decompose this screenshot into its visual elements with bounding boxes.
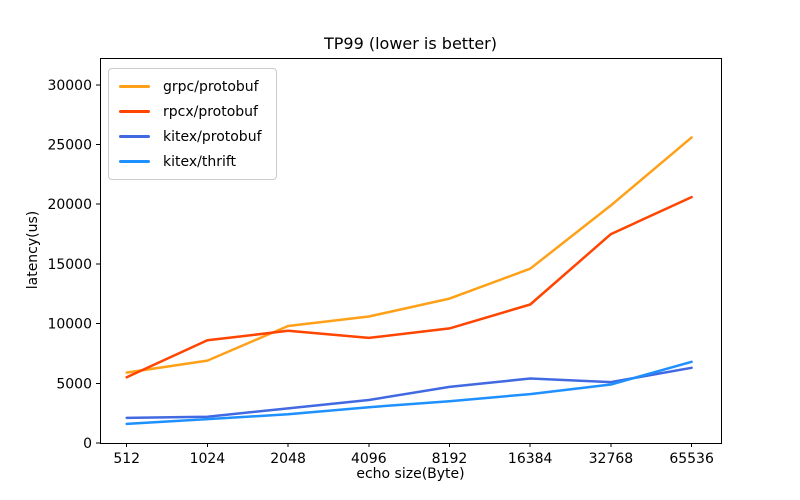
legend-swatch-rpcx-protobuf bbox=[119, 110, 150, 113]
y-tick-label: 15000 bbox=[47, 257, 92, 273]
x-tick-label: 512 bbox=[113, 451, 140, 467]
y-tick-label: 25000 bbox=[47, 138, 92, 154]
y-tick-label: 5000 bbox=[56, 376, 92, 392]
x-tick-label: 4096 bbox=[351, 451, 387, 467]
legend-swatch-kitex-thrift bbox=[119, 160, 150, 163]
legend-item-grpc-protobuf: grpc/protobuf bbox=[119, 74, 262, 99]
y-tick-label: 10000 bbox=[47, 317, 92, 333]
legend-item-kitex-thrift: kitex/thrift bbox=[119, 149, 262, 174]
legend-swatch-kitex-protobuf bbox=[119, 135, 150, 138]
x-tick-label: 16384 bbox=[508, 451, 553, 467]
legend-label: kitex/thrift bbox=[163, 153, 237, 170]
y-tick-label: 30000 bbox=[47, 78, 92, 94]
y-axis-label: latency(us) bbox=[25, 210, 41, 290]
legend-swatch-grpc-protobuf bbox=[119, 85, 150, 88]
x-tick-label: 65536 bbox=[669, 451, 714, 467]
legend: grpc/protobuf rpcx/protobuf kitex/protobuf… bbox=[108, 68, 277, 180]
chart-title: TP99 (lower is better) bbox=[323, 34, 497, 53]
legend-item-kitex-protobuf: kitex/protobuf bbox=[119, 124, 262, 149]
legend-item-rpcx-protobuf: rpcx/protobuf bbox=[119, 99, 262, 124]
x-tick-label: 32768 bbox=[589, 451, 634, 467]
x-axis-label: echo size(Byte) bbox=[356, 466, 465, 482]
x-tick-label: 1024 bbox=[190, 451, 226, 467]
y-tick-label: 20000 bbox=[47, 197, 92, 213]
series-line-kitex-thrift bbox=[125, 360, 693, 426]
series-line-grpc-protobuf bbox=[125, 136, 693, 374]
y-tick-label: 0 bbox=[83, 436, 92, 452]
x-tick-label: 8192 bbox=[432, 451, 468, 467]
series-line-rpcx-protobuf bbox=[125, 195, 693, 379]
series-line-kitex-protobuf bbox=[125, 366, 693, 420]
legend-label: kitex/protobuf bbox=[163, 128, 262, 145]
legend-label: grpc/protobuf bbox=[163, 78, 259, 95]
legend-label: rpcx/protobuf bbox=[163, 103, 258, 120]
x-tick-label: 2048 bbox=[270, 451, 306, 467]
plot-frame bbox=[100, 58, 722, 444]
